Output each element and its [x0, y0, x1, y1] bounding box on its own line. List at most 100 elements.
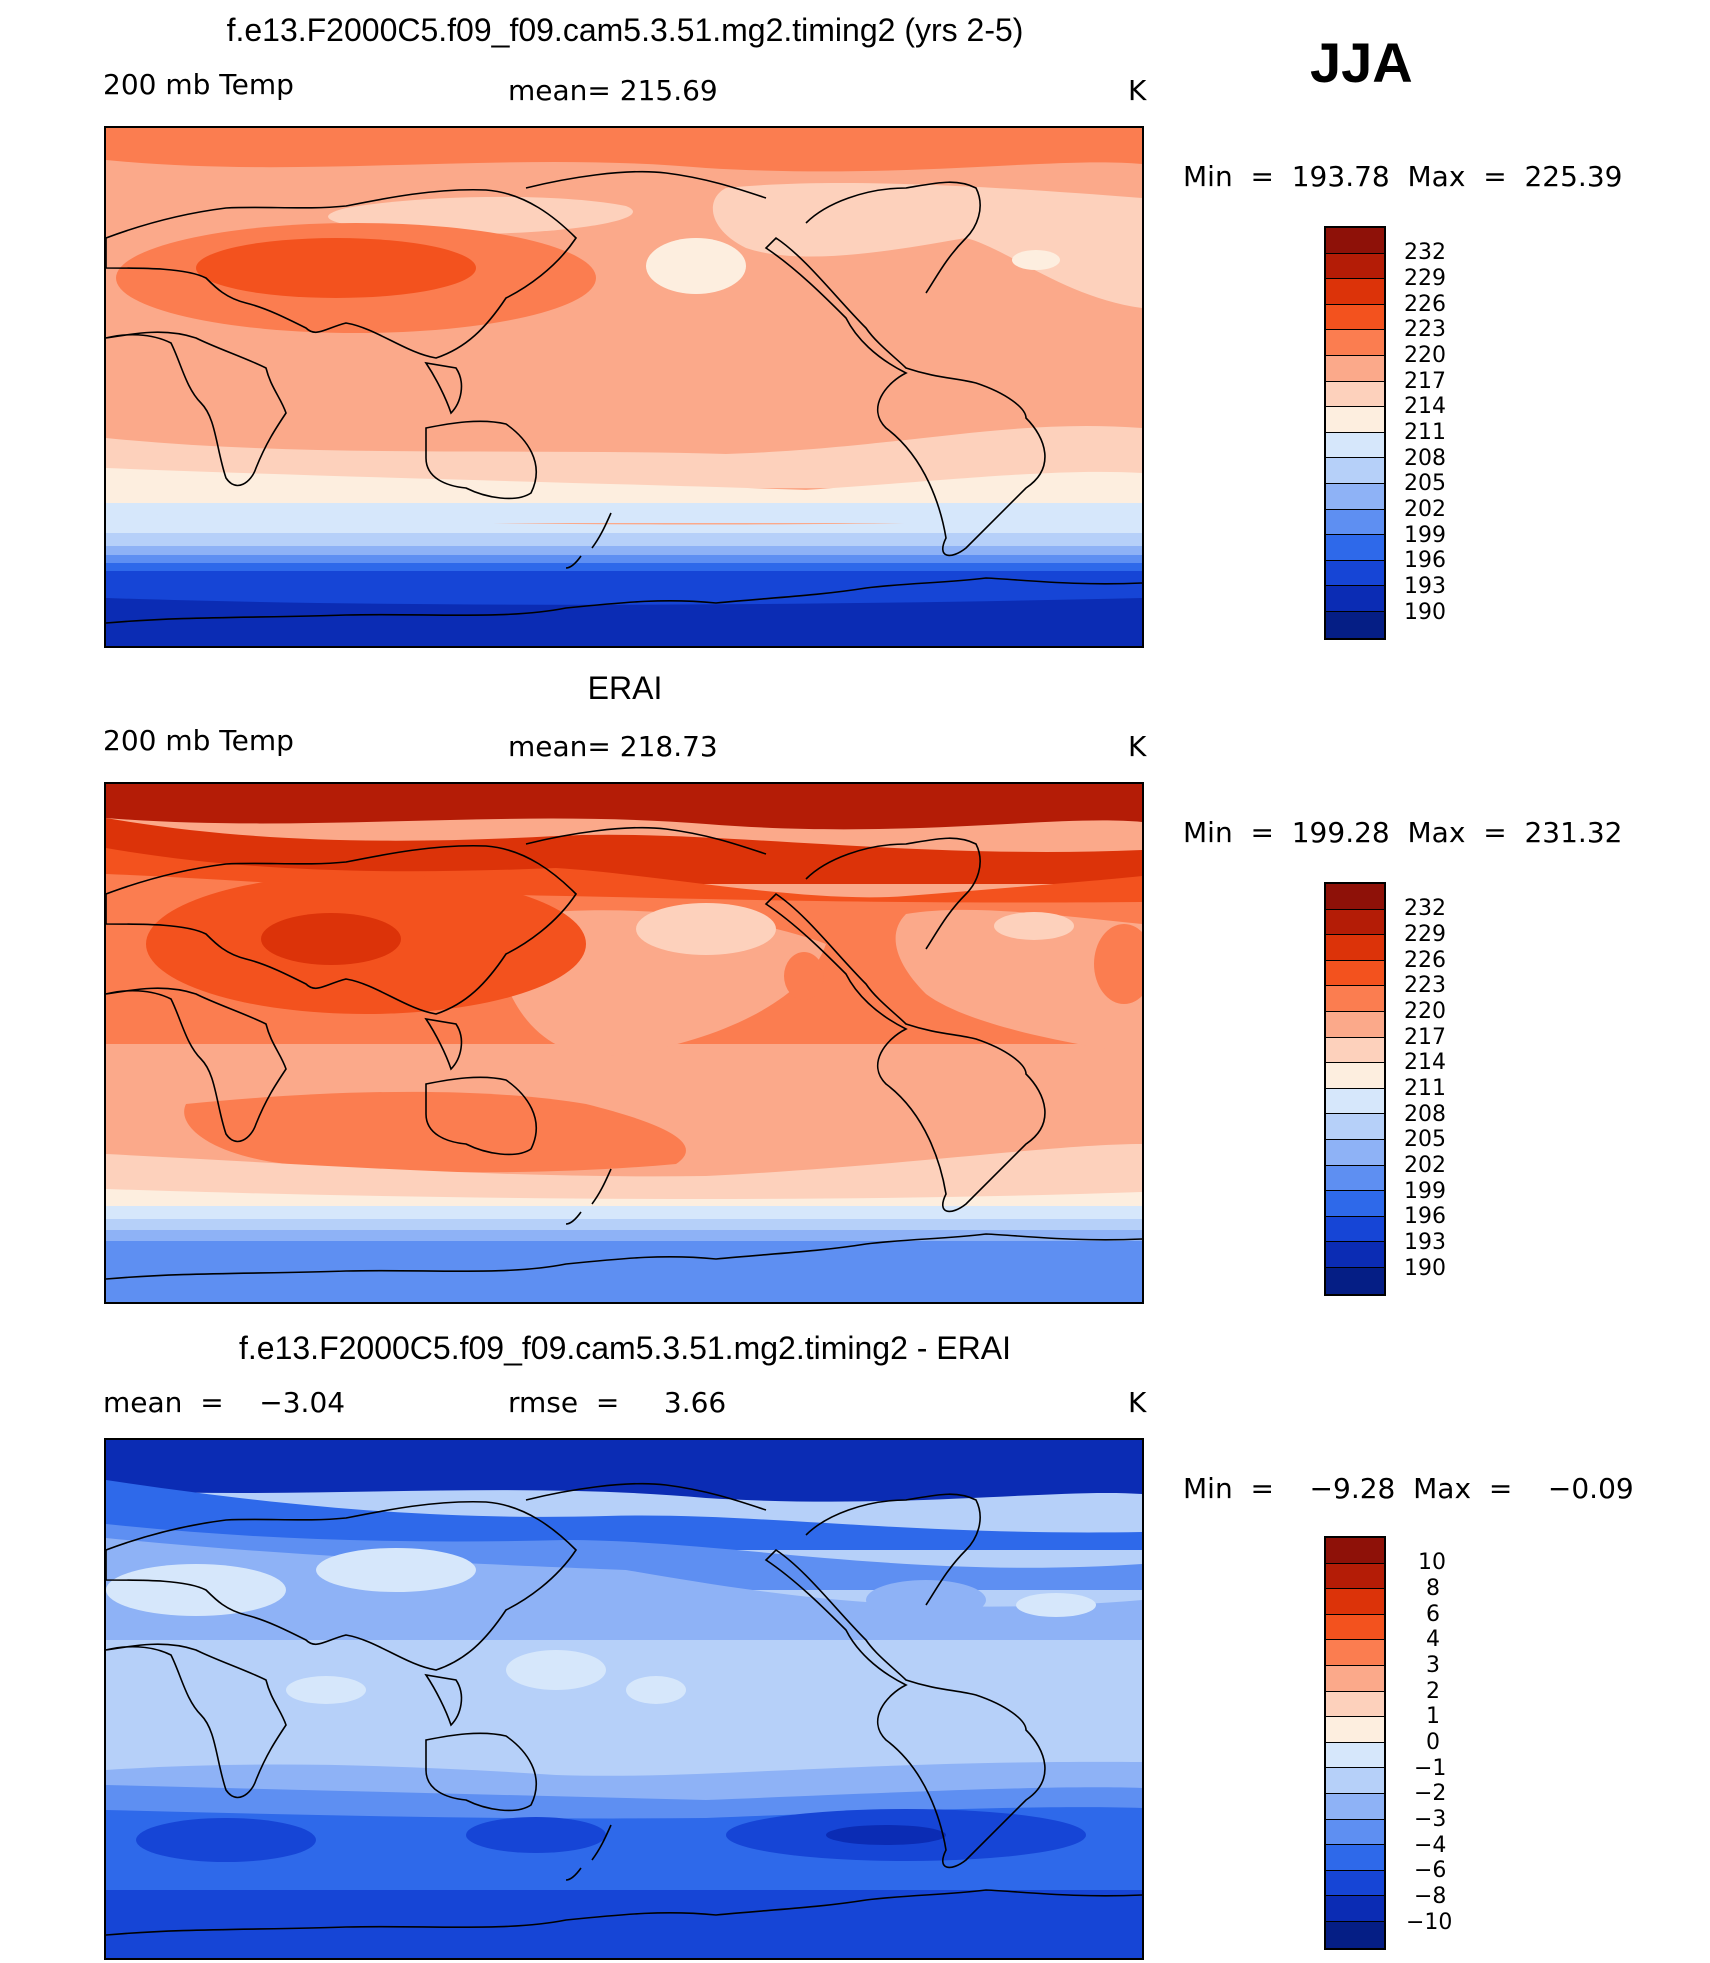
panel-3-colorbar-swatch — [1326, 1870, 1384, 1897]
panel-1-title: f.e13.F2000C5.f09_f09.cam5.3.51.mg2.timi… — [226, 12, 1024, 48]
panel-3-colorbar-tick: −10 — [1406, 1910, 1453, 1935]
panel-1-mean-label: mean= 215.69 — [508, 74, 718, 107]
panel-1-colorbar-tick: 217 — [1404, 369, 1446, 394]
panel-3-colorbar-tick: −3 — [1414, 1807, 1447, 1832]
panel-3-colorbar-swatch — [1326, 1845, 1384, 1871]
panel-3-colorbar-tick: −4 — [1414, 1833, 1447, 1858]
panel-3-map — [104, 1438, 1144, 1960]
panel-3-colorbar-swatch — [1326, 1717, 1384, 1743]
panel-2-colorbar-swatch — [1326, 1114, 1384, 1140]
panel-1-colorbar-tick: 214 — [1404, 394, 1446, 419]
panel-1-colorbar-swatch — [1326, 611, 1384, 638]
panel-2-colorbar-swatch — [1326, 1011, 1384, 1038]
panel-1-colorbar-swatch — [1326, 304, 1384, 331]
panel-2-mean-label: mean= 218.73 — [508, 730, 718, 763]
panel-3-colorbar-tick: 2 — [1426, 1679, 1440, 1704]
panel-1-colorbar-tick: 223 — [1404, 317, 1446, 342]
panel-3-colorbar-swatch — [1326, 1691, 1384, 1718]
panel-1-colorbar-tick: 220 — [1404, 343, 1446, 368]
panel-3-colorbar-tick: 3 — [1426, 1653, 1440, 1678]
panel-2-colorbar-swatch — [1326, 1037, 1384, 1064]
panel-1-colorbar-swatch — [1326, 560, 1384, 587]
panel-3-colorbar-swatch — [1326, 1921, 1384, 1948]
panel-1-colorbar-tick: 205 — [1404, 471, 1446, 496]
panel-3-colorbar-tick: −2 — [1414, 1781, 1447, 1806]
panel-1-colorbar-swatch — [1326, 279, 1384, 305]
panel-2-colorbar-tick: 196 — [1404, 1204, 1446, 1229]
panel-2-variable-label: 200 mb Temp — [103, 724, 294, 757]
panel-3-colorbar-tick: 0 — [1426, 1730, 1440, 1755]
panel-1-colorbar-swatch — [1326, 509, 1384, 536]
panel-2-colorbar-swatch — [1326, 1267, 1384, 1294]
panel-1-colorbar-tick: 199 — [1404, 523, 1446, 548]
panel-1-colorbar-swatch — [1326, 381, 1384, 408]
panel-1-colorbar-swatch — [1326, 432, 1384, 459]
panel-1-colorbar-tick: 208 — [1404, 446, 1446, 471]
panel-2-colorbar-swatch — [1326, 986, 1384, 1012]
panel-1-colorbar-tick: 202 — [1404, 497, 1446, 522]
panel-3-minmax-label: Min = −9.28 Max = −0.09 — [1183, 1472, 1634, 1505]
panel-1-colorbar-swatch — [1326, 586, 1384, 612]
panel-1-colorbar-swatch — [1326, 228, 1384, 254]
panel-2-colorbar-tick: 214 — [1404, 1050, 1446, 1075]
panel-2-colorbar-swatch — [1326, 1191, 1384, 1217]
panel-1-units-label: K — [1128, 74, 1147, 107]
panel-2-colorbar-swatch — [1326, 1242, 1384, 1268]
panel-3-colorbar-tick: −6 — [1414, 1858, 1447, 1883]
panel-3-mean-label: mean = −3.04 — [103, 1386, 346, 1419]
panel-3-colorbar-swatch — [1326, 1563, 1384, 1590]
panel-3-colorbar — [1324, 1536, 1386, 1950]
panel-2-colorbar-tick: 220 — [1404, 999, 1446, 1024]
panel-1-colorbar-swatch — [1326, 355, 1384, 382]
panel-2-colorbar-tick: 232 — [1404, 896, 1446, 921]
panel-3-colorbar-swatch — [1326, 1819, 1384, 1846]
panel-1-colorbar-tick: 232 — [1404, 240, 1446, 265]
panel-2-colorbar-swatch — [1326, 884, 1384, 910]
panel-3-colorbar-tick: −8 — [1414, 1884, 1447, 1909]
panel-3-colorbar-swatch — [1326, 1538, 1384, 1564]
panel-3-colorbar-swatch — [1326, 1793, 1384, 1820]
panel-2-colorbar-swatch — [1326, 1088, 1384, 1115]
panel-2-colorbar-swatch — [1326, 1139, 1384, 1166]
panel-2-map — [104, 782, 1144, 1304]
panel-1-colorbar-swatch — [1326, 458, 1384, 484]
panel-2-colorbar-tick: 208 — [1404, 1102, 1446, 1127]
panel-1-colorbar-tick: 229 — [1404, 266, 1446, 291]
panel-1-colorbar-tick: 226 — [1404, 292, 1446, 317]
panel-1-colorbar-swatch — [1326, 253, 1384, 280]
panel-3-colorbar-swatch — [1326, 1742, 1384, 1769]
panel-3-colorbar-tick: 1 — [1426, 1704, 1440, 1729]
panel-3-colorbar-swatch — [1326, 1640, 1384, 1666]
panel-3-rmse-label: rmse = 3.66 — [508, 1386, 727, 1419]
panel-2-colorbar-tick: 226 — [1404, 948, 1446, 973]
panel-2-colorbar-tick: 202 — [1404, 1153, 1446, 1178]
panel-2-colorbar-tick: 193 — [1404, 1230, 1446, 1255]
panel-1-colorbar-swatch — [1326, 407, 1384, 433]
panel-2-colorbar-swatch — [1326, 909, 1384, 936]
panel-2-colorbar-swatch — [1326, 1165, 1384, 1192]
panel-3-title: f.e13.F2000C5.f09_f09.cam5.3.51.mg2.timi… — [239, 1330, 1011, 1366]
panel-3-colorbar-tick: −1 — [1414, 1756, 1447, 1781]
panel-1-colorbar-tick: 196 — [1404, 548, 1446, 573]
panel-2-colorbar — [1324, 882, 1386, 1296]
panel-3-colorbar-tick: 4 — [1426, 1627, 1440, 1652]
panel-2-colorbar-tick: 190 — [1404, 1256, 1446, 1281]
panel-2-colorbar-tick: 211 — [1404, 1076, 1446, 1101]
panel-2-colorbar-swatch — [1326, 1063, 1384, 1089]
season-label: JJA — [1310, 31, 1413, 94]
panel-1-colorbar-tick: 190 — [1404, 600, 1446, 625]
panel-1-colorbar-swatch — [1326, 483, 1384, 510]
panel-2-colorbar-tick: 229 — [1404, 922, 1446, 947]
panel-3-colorbar-swatch — [1326, 1614, 1384, 1641]
panel-1-minmax-label: Min = 193.78 Max = 225.39 — [1183, 160, 1623, 193]
panel-1-colorbar-swatch — [1326, 330, 1384, 356]
panel-3-colorbar-swatch — [1326, 1665, 1384, 1692]
panel-2-title: ERAI — [587, 670, 663, 706]
panel-2-colorbar-swatch — [1326, 1216, 1384, 1243]
panel-3-colorbar-swatch — [1326, 1589, 1384, 1615]
panel-1-colorbar — [1324, 226, 1386, 640]
panel-2-colorbar-swatch — [1326, 935, 1384, 961]
panel-2-colorbar-tick: 223 — [1404, 973, 1446, 998]
panel-2-minmax-label: Min = 199.28 Max = 231.32 — [1183, 816, 1623, 849]
panel-3-colorbar-tick: 6 — [1426, 1602, 1440, 1627]
